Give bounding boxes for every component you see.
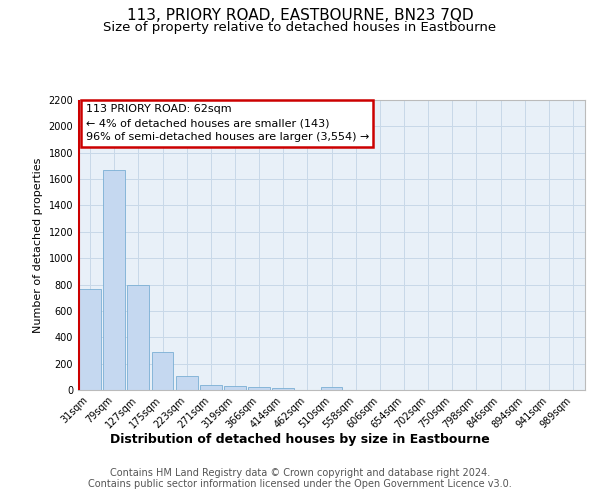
- Bar: [176, 376, 197, 390]
- Text: Distribution of detached houses by size in Eastbourne: Distribution of detached houses by size …: [110, 432, 490, 446]
- Bar: [200, 385, 221, 390]
- Bar: [248, 388, 270, 390]
- Bar: [272, 388, 294, 390]
- Y-axis label: Number of detached properties: Number of detached properties: [33, 158, 43, 332]
- Text: Size of property relative to detached houses in Eastbourne: Size of property relative to detached ho…: [103, 21, 497, 34]
- Bar: [224, 386, 246, 390]
- Text: 113, PRIORY ROAD, EASTBOURNE, BN23 7QD: 113, PRIORY ROAD, EASTBOURNE, BN23 7QD: [127, 8, 473, 22]
- Bar: [103, 170, 125, 390]
- Text: 113 PRIORY ROAD: 62sqm
← 4% of detached houses are smaller (143)
96% of semi-det: 113 PRIORY ROAD: 62sqm ← 4% of detached …: [86, 104, 369, 142]
- Bar: [152, 352, 173, 390]
- Bar: [320, 388, 343, 390]
- Bar: [127, 284, 149, 390]
- Bar: [79, 288, 101, 390]
- Text: Contains HM Land Registry data © Crown copyright and database right 2024.
Contai: Contains HM Land Registry data © Crown c…: [88, 468, 512, 489]
